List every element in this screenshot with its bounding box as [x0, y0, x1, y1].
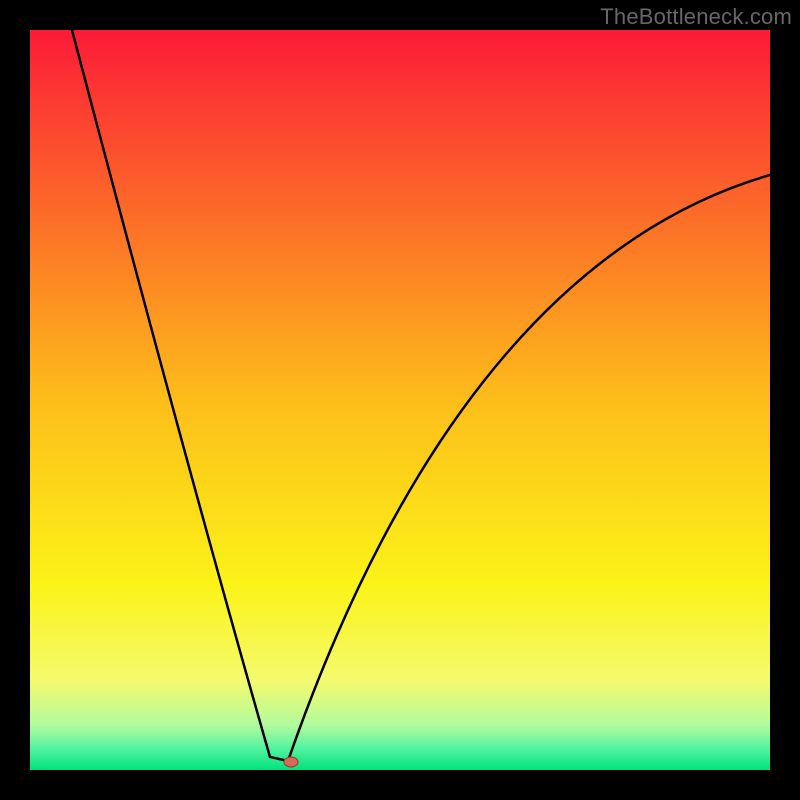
optimal-marker: [284, 757, 298, 767]
chart-frame: [30, 30, 770, 770]
chart-svg: [30, 30, 770, 770]
plot-background: [30, 30, 770, 770]
watermark-text: TheBottleneck.com: [600, 4, 792, 30]
